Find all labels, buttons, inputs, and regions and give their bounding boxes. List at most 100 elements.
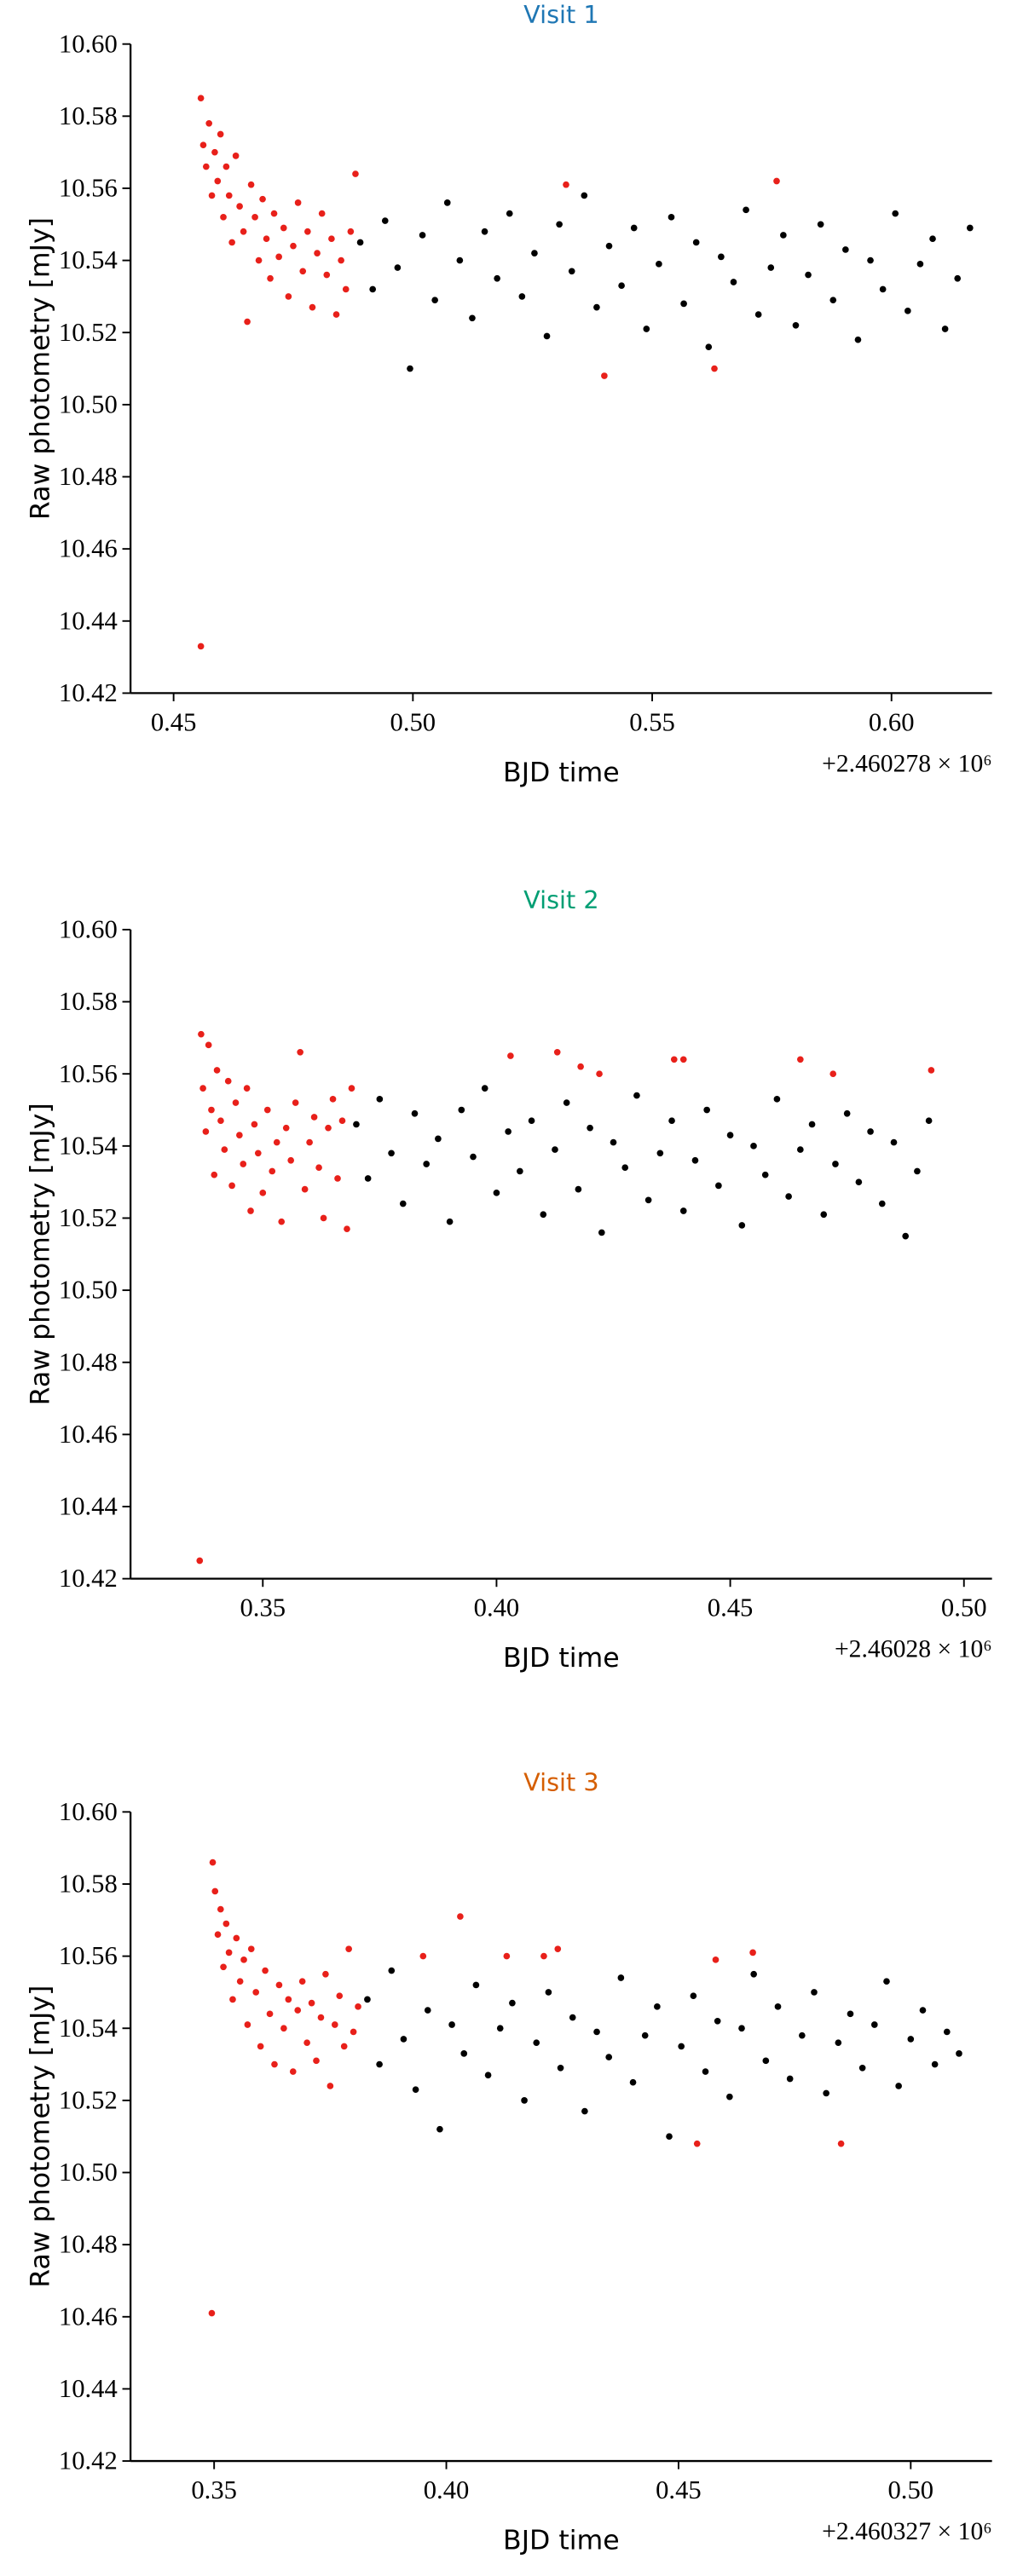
data-point [369,285,377,293]
x-tick-label: 0.45 [151,707,197,736]
data-point [711,365,718,372]
data-point [581,192,588,199]
y-tick-label: 10.48 [59,1347,118,1376]
data-point [294,199,302,206]
x-offset-text: +2.460327 × 10⁶ [822,2518,992,2545]
data-point [726,1132,734,1138]
data-point [762,2057,770,2065]
data-point [867,1128,874,1135]
data-point [294,2007,302,2014]
x-tick-label: 0.35 [191,2475,237,2504]
data-point [224,1077,232,1085]
data-point [774,2003,782,2010]
data-point [507,1052,514,1059]
data-point [292,1099,299,1106]
y-tick-label: 10.44 [59,2374,118,2403]
data-point [267,274,274,282]
data-point [443,199,451,206]
data-point [738,2025,745,2032]
data-point [503,1952,511,1960]
data-point [423,1161,431,1167]
data-point [431,297,438,303]
data-point [730,279,737,285]
subplot-title: Visit 2 [523,885,599,914]
data-point [271,2060,278,2068]
data-point [329,1095,337,1103]
data-point [344,1225,350,1232]
data-point [446,1218,454,1225]
data-point [832,1161,839,1167]
data-point [601,372,608,379]
subplot-title: Visit 3 [523,1767,599,1796]
data-point [668,213,675,221]
data-point [847,2010,854,2018]
y-axis-label: Raw photometry [mJy] [25,1103,55,1405]
data-point [749,1949,756,1956]
data-point [679,1207,687,1214]
data-point [554,1945,562,1952]
data-point [799,2031,806,2039]
data-point [892,210,899,217]
data-point [213,1067,221,1074]
data-point [309,303,316,311]
data-point [320,1214,327,1222]
data-point [563,181,569,188]
y-axis-label: Raw photometry [mJy] [25,1985,55,2288]
y-tick-label: 10.42 [59,678,118,707]
data-point [298,1978,306,1985]
y-tick-label: 10.46 [59,2302,118,2331]
data-point [670,1056,678,1063]
data-point [310,1114,318,1121]
data-point [835,2039,842,2046]
data-point [902,1232,910,1240]
data-point [587,1124,593,1132]
y-tick-label: 10.56 [59,1059,118,1088]
data-point [690,1992,697,1999]
data-point [251,213,258,221]
data-point [205,119,213,127]
data-point [829,1070,837,1078]
data-point [712,1956,720,1963]
data-point [575,1185,582,1193]
data-point [412,2086,419,2094]
data-point [232,1099,240,1106]
data-point [332,311,340,318]
data-point [543,332,551,340]
data-point [916,261,924,268]
data-point [400,2036,407,2043]
x-tick-label: 0.45 [656,2475,702,2504]
data-point [780,232,787,239]
data-point [252,1989,260,1996]
data-point [553,1048,561,1056]
data-point [703,1106,710,1114]
data-point [610,1138,617,1146]
data-point [196,1557,204,1565]
y-tick-label: 10.44 [59,1492,118,1521]
data-point [925,1117,933,1125]
y-tick-label: 10.50 [59,2158,118,2187]
data-point [568,268,575,275]
data-point [481,228,488,235]
data-point [202,163,210,170]
y-tick-label: 10.58 [59,101,118,130]
data-point [236,1132,243,1138]
data-point [883,1978,890,1985]
x-tick-label: 0.35 [240,1593,286,1622]
data-point [280,2025,287,2032]
data-point [456,256,464,264]
data-point [484,2072,492,2079]
y-tick-label: 10.60 [59,29,118,58]
data-point [257,2043,264,2050]
data-point [220,1963,227,1971]
y-tick-label: 10.56 [59,1941,118,1970]
data-point [270,210,278,217]
data-point [678,2043,685,2050]
data-point [342,285,350,293]
data-point [236,1978,244,1985]
data-point [867,256,874,264]
data-point [214,177,222,185]
x-tick-label: 0.55 [629,707,675,736]
data-point [273,1138,280,1146]
data-point [786,2075,794,2083]
data-point [338,256,344,264]
